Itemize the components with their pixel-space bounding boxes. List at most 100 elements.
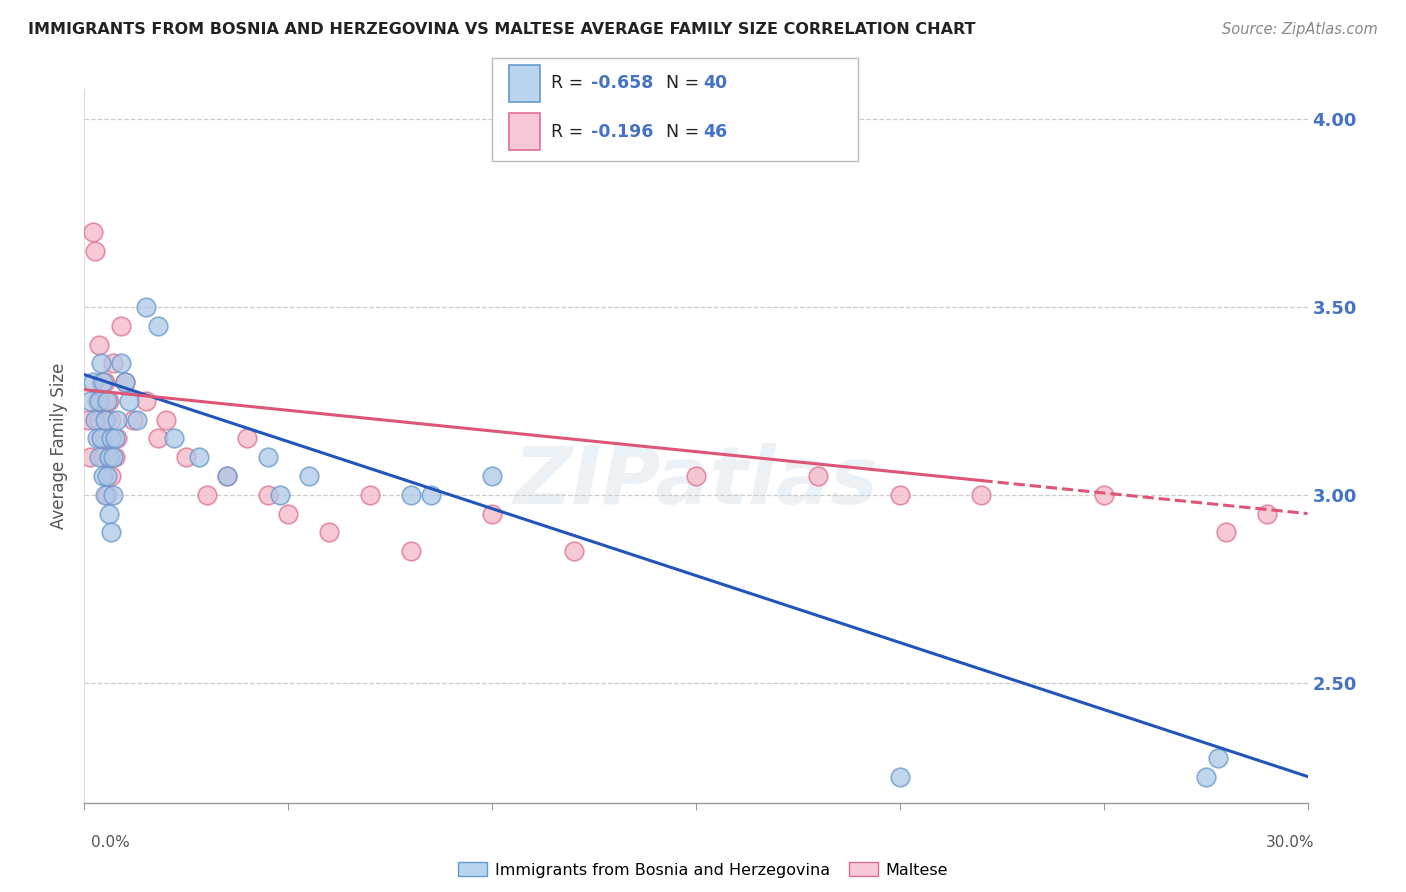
- Point: [90, 432, 112, 446]
- Point: [93, 488, 115, 502]
- Point: [359, 488, 381, 502]
- Point: [91, 375, 114, 389]
- Y-axis label: Average Family Size: Average Family Size: [51, 363, 69, 529]
- Text: N =: N =: [666, 122, 706, 141]
- Point: [118, 393, 141, 408]
- Point: [101, 488, 124, 502]
- Text: 40: 40: [703, 74, 727, 93]
- Point: [174, 450, 197, 465]
- Point: [97, 450, 120, 465]
- Point: [87, 450, 110, 465]
- Point: [82, 225, 104, 239]
- Text: 0.0%: 0.0%: [91, 836, 131, 850]
- Point: [90, 432, 112, 446]
- Point: [1195, 770, 1218, 784]
- Text: N =: N =: [666, 74, 706, 93]
- Point: [79, 393, 101, 408]
- Text: -0.658: -0.658: [591, 74, 652, 93]
- Point: [135, 393, 157, 408]
- Text: 30.0%: 30.0%: [1267, 836, 1315, 850]
- Point: [685, 469, 707, 483]
- Point: [97, 393, 120, 408]
- Point: [87, 393, 110, 408]
- Point: [298, 469, 321, 483]
- Point: [155, 413, 177, 427]
- Point: [97, 507, 120, 521]
- Point: [87, 413, 110, 427]
- Point: [277, 507, 299, 521]
- Point: [101, 450, 124, 465]
- Point: [163, 432, 186, 446]
- Point: [91, 469, 114, 483]
- Point: [114, 375, 136, 389]
- Point: [399, 488, 422, 502]
- Point: [1215, 525, 1237, 540]
- Point: [86, 432, 108, 446]
- Point: [420, 488, 443, 502]
- Point: [889, 770, 911, 784]
- Point: [217, 469, 239, 483]
- Point: [82, 375, 104, 389]
- Point: [146, 318, 169, 333]
- Point: [104, 450, 127, 465]
- Point: [100, 432, 122, 446]
- Point: [1206, 750, 1229, 764]
- Point: [481, 469, 503, 483]
- Point: [257, 488, 280, 502]
- Point: [399, 544, 422, 558]
- Point: [970, 488, 993, 502]
- Point: [257, 450, 280, 465]
- Point: [83, 244, 105, 258]
- Point: [93, 375, 115, 389]
- Point: [135, 300, 157, 314]
- Point: [100, 525, 122, 540]
- Text: ZIPatlas: ZIPatlas: [513, 442, 879, 521]
- Point: [807, 469, 830, 483]
- Text: R =: R =: [551, 122, 589, 141]
- Point: [110, 318, 132, 333]
- Point: [91, 450, 114, 465]
- Point: [79, 450, 101, 465]
- Point: [481, 507, 503, 521]
- Point: [96, 469, 118, 483]
- Point: [86, 393, 108, 408]
- Point: [318, 525, 340, 540]
- Point: [105, 432, 128, 446]
- Point: [96, 393, 118, 408]
- Point: [889, 488, 911, 502]
- Point: [100, 413, 122, 427]
- Point: [1092, 488, 1115, 502]
- Point: [122, 413, 145, 427]
- Point: [195, 488, 218, 502]
- Text: IMMIGRANTS FROM BOSNIA AND HERZEGOVINA VS MALTESE AVERAGE FAMILY SIZE CORRELATIO: IMMIGRANTS FROM BOSNIA AND HERZEGOVINA V…: [28, 22, 976, 37]
- Point: [187, 450, 209, 465]
- Point: [114, 375, 136, 389]
- Point: [217, 469, 239, 483]
- Point: [93, 432, 115, 446]
- Text: Source: ZipAtlas.com: Source: ZipAtlas.com: [1222, 22, 1378, 37]
- Point: [96, 488, 118, 502]
- Point: [562, 544, 585, 558]
- Point: [97, 450, 120, 465]
- Point: [77, 413, 100, 427]
- Point: [269, 488, 291, 502]
- Point: [101, 356, 124, 370]
- Point: [100, 469, 122, 483]
- Point: [90, 375, 112, 389]
- Point: [146, 432, 169, 446]
- Point: [83, 413, 105, 427]
- Point: [236, 432, 259, 446]
- Point: [127, 413, 149, 427]
- Text: -0.196: -0.196: [591, 122, 652, 141]
- Point: [96, 413, 118, 427]
- Text: R =: R =: [551, 74, 589, 93]
- Text: 46: 46: [703, 122, 727, 141]
- Point: [105, 413, 128, 427]
- Point: [1256, 507, 1278, 521]
- Point: [104, 432, 127, 446]
- Point: [91, 393, 114, 408]
- Point: [90, 356, 112, 370]
- Point: [110, 356, 132, 370]
- Point: [93, 413, 115, 427]
- Legend: Immigrants from Bosnia and Herzegovina, Maltese: Immigrants from Bosnia and Herzegovina, …: [451, 855, 955, 884]
